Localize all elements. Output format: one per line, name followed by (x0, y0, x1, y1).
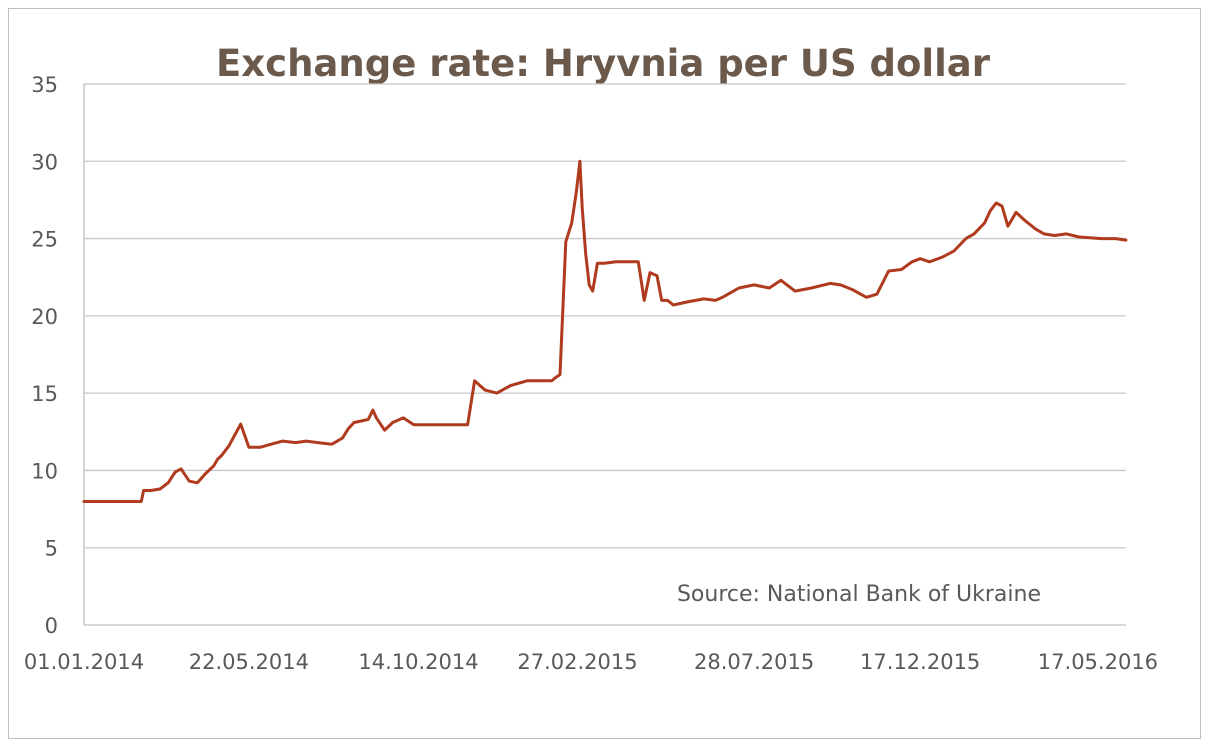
source-annotation: Source: National Bank of Ukraine (677, 582, 1041, 607)
y-tick-label: 35 (31, 73, 58, 97)
x-tick-label: 14.10.2014 (358, 650, 478, 674)
series-line-uah-usd (82, 159, 1128, 503)
chart-title: Exchange rate: Hryvnia per US dollar (216, 42, 991, 85)
x-tick-label: 17.12.2015 (860, 650, 980, 674)
x-tick-label: 17.05.2016 (1038, 650, 1158, 674)
y-tick-label: 20 (31, 305, 58, 329)
gridlines (83, 83, 1126, 626)
x-tick-label: 27.02.2015 (517, 650, 637, 674)
y-tick-label: 15 (31, 382, 58, 406)
y-tick-label: 25 (31, 228, 58, 252)
y-axis-ticks: 0 5 10 15 20 25 30 35 (31, 73, 58, 638)
y-tick-label: 5 (45, 537, 58, 561)
x-tick-label: 28.07.2015 (694, 650, 814, 674)
chart-frame (8, 8, 1201, 739)
y-tick-label: 10 (31, 459, 58, 483)
x-tick-label: 01.01.2014 (24, 650, 144, 674)
y-tick-label: 0 (45, 614, 58, 638)
x-tick-label: 22.05.2014 (189, 650, 309, 674)
y-tick-label: 30 (31, 150, 58, 174)
x-axis-ticks: 01.01.2014 22.05.2014 14.10.2014 27.02.2015… (24, 650, 1158, 674)
